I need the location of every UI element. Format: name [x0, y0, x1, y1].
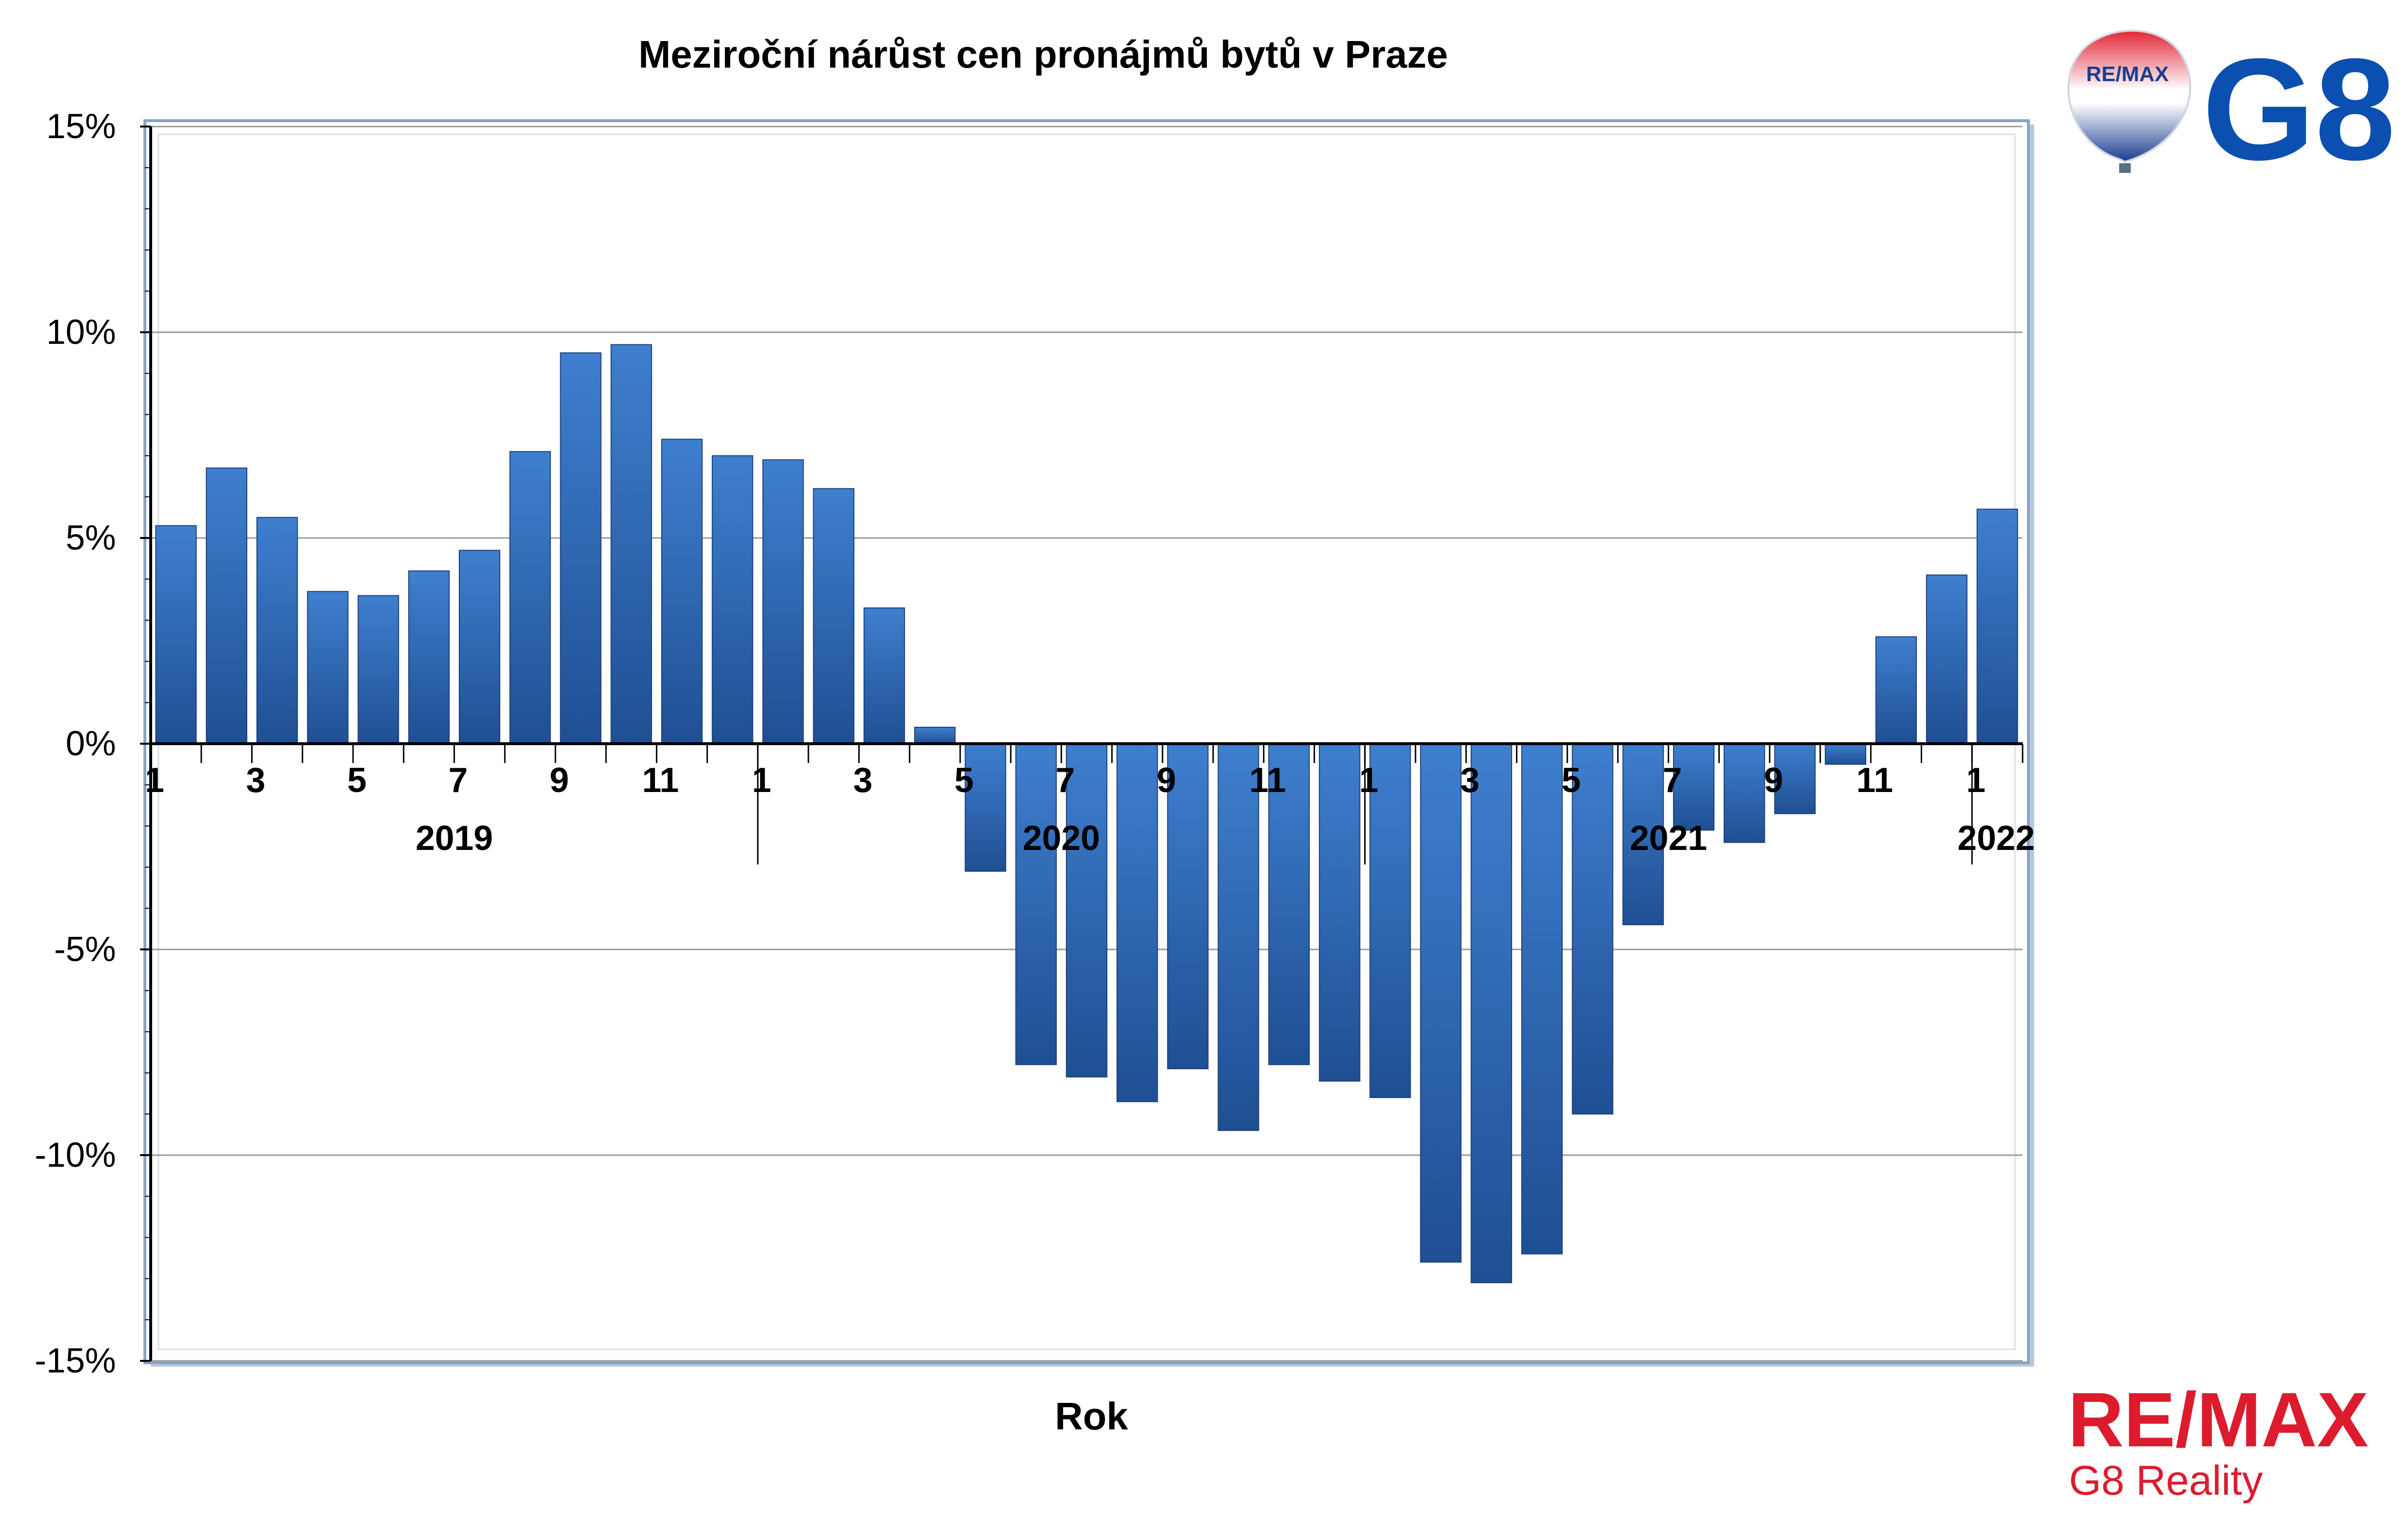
x-tick-label: 3: [853, 761, 873, 800]
x-tick-label: 5: [347, 761, 367, 800]
y-tick-label: -5%: [54, 930, 116, 969]
x-tick-label: 11: [642, 761, 679, 800]
year-label: 2022: [1957, 819, 2035, 858]
bar-2021-3: [1471, 743, 1512, 1284]
x-tick-label: 9: [550, 761, 569, 800]
y-tick-label: 10%: [46, 313, 116, 352]
bar-2019-6: [408, 570, 450, 745]
x-tick-label: 11: [1856, 761, 1893, 800]
bar-2020-12: [1318, 743, 1360, 1082]
year-label: 2021: [1630, 819, 1707, 858]
x-tick-label: 1: [1966, 761, 1985, 800]
y-tick-label: 5%: [66, 519, 116, 557]
bar-2021-11: [1875, 636, 1917, 744]
bar-2019-9: [560, 352, 602, 744]
bar-2019-12: [711, 455, 753, 744]
bar-2020-7: [1066, 743, 1107, 1078]
y-tick-label: -10%: [35, 1136, 116, 1174]
x-tick-label: 3: [246, 761, 265, 800]
bar-2020-1: [762, 459, 804, 744]
x-tick-label: 1: [752, 761, 771, 800]
x-tick-label: 5: [954, 761, 974, 800]
bar-2021-9: [1774, 743, 1816, 814]
bar-2020-4: [914, 726, 956, 745]
bar-2020-11: [1268, 743, 1310, 1065]
bar-2020-6: [1015, 743, 1057, 1065]
x-tick-label: 9: [1157, 761, 1176, 800]
bar-2021-2: [1420, 743, 1462, 1263]
x-axis-label: Rok: [1055, 1395, 1128, 1438]
bar-2019-4: [307, 591, 349, 744]
y-tick-label: -15%: [35, 1342, 116, 1380]
bar-2019-1: [155, 525, 197, 744]
bar-2022-1: [1976, 509, 2018, 744]
bar-2019-2: [206, 467, 248, 744]
bar-2019-7: [459, 550, 500, 745]
x-tick-label: 7: [1663, 761, 1682, 800]
g8-logo: G8: [2202, 28, 2395, 190]
bar-2019-3: [256, 517, 298, 745]
y-tick-label: 15%: [46, 107, 116, 146]
year-label: 2019: [415, 819, 493, 858]
bar-2021-5: [1572, 743, 1614, 1115]
bar-2020-5: [964, 743, 1006, 872]
x-tick-label: 9: [1764, 761, 1783, 800]
bar-2021-6: [1622, 743, 1664, 925]
bar-2021-10: [1825, 743, 1867, 765]
bars: [155, 344, 2018, 1284]
x-tick-label: 7: [1056, 761, 1075, 800]
y-axis: 15% 10% 5% 0% -5% -10% -15%: [35, 107, 152, 1380]
bar-2020-10: [1218, 743, 1260, 1131]
bar-2019-10: [610, 344, 652, 744]
balloon-logo-text: RE/MAX: [2086, 62, 2168, 86]
x-tick-label: 7: [449, 761, 468, 800]
bar-2020-3: [864, 607, 905, 744]
g8-reality-label: G8 Reality: [2069, 1457, 2263, 1504]
gridlines: [151, 126, 2023, 1362]
bar-2021-8: [1723, 743, 1765, 843]
x-tick-label: 1: [1359, 761, 1378, 800]
bar-2020-2: [813, 488, 855, 744]
year-label: 2020: [1023, 819, 1100, 858]
bar-2020-8: [1116, 743, 1158, 1103]
remax-balloon-logo: RE/MAX: [2067, 29, 2191, 173]
remax-footer-logo: RE/MAX: [2068, 1376, 2368, 1463]
chart-title: Meziroční nárůst cen pronájmů bytů v Pra…: [638, 33, 1448, 76]
bar-2020-9: [1167, 743, 1209, 1070]
y-tick-label: 0%: [66, 724, 116, 763]
x-tick-label: 3: [1460, 761, 1480, 800]
x-tick-label: 11: [1249, 761, 1286, 800]
x-tick-label: 5: [1561, 761, 1581, 800]
bar-2019-5: [357, 595, 399, 745]
bar-2021-12: [1926, 574, 1968, 745]
x-tick-label: 1: [145, 761, 164, 800]
bar-2019-8: [509, 451, 551, 744]
bar-2021-4: [1521, 743, 1563, 1255]
bar-2019-11: [661, 438, 703, 744]
